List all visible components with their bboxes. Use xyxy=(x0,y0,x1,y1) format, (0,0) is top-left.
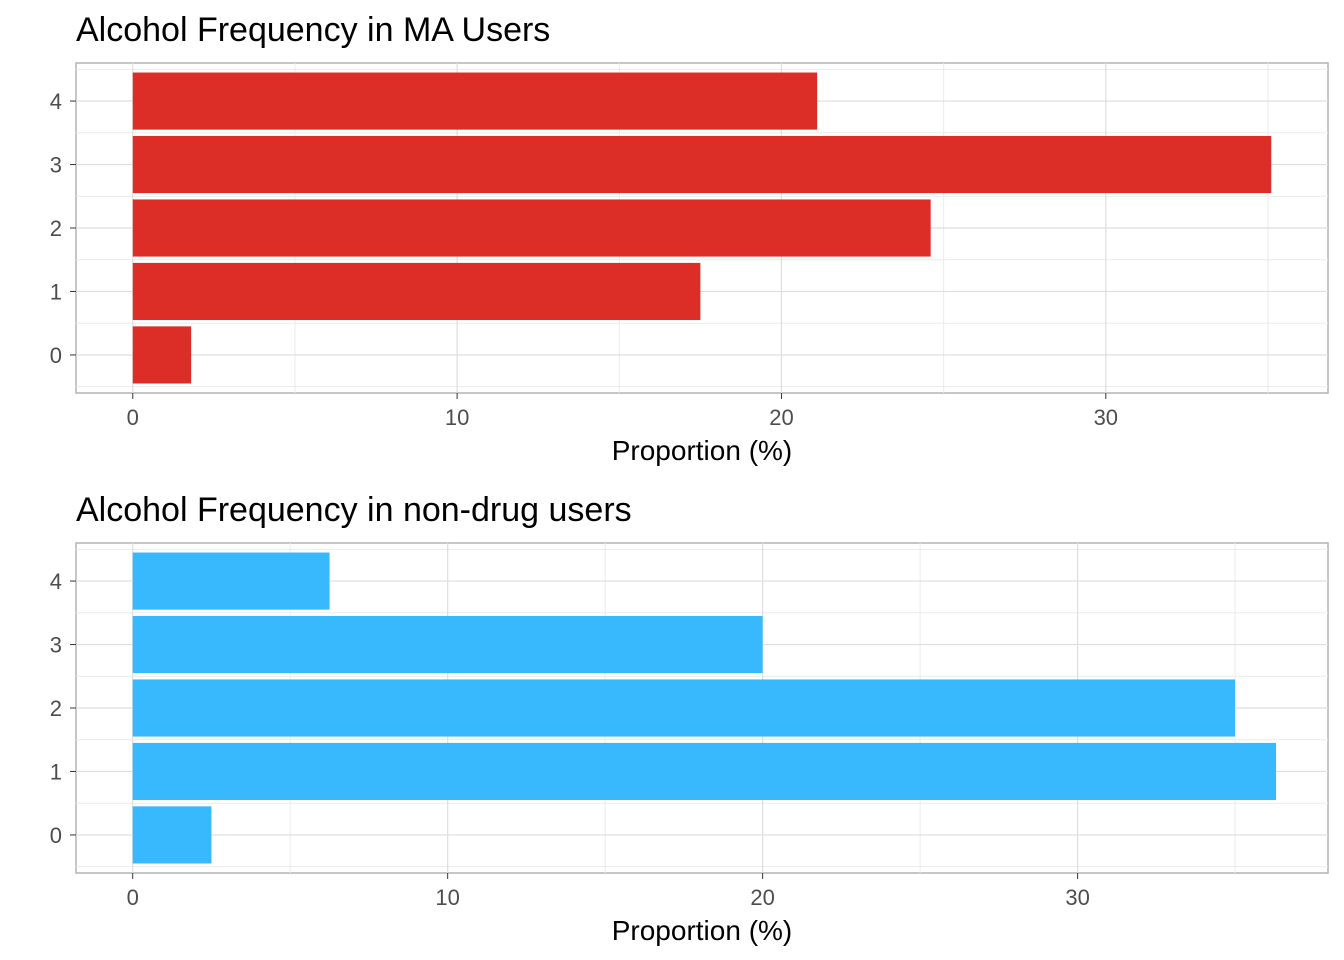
bar-1 xyxy=(132,262,701,321)
bar-0 xyxy=(132,806,212,864)
y-tick-label: 4 xyxy=(50,569,62,594)
x-tick-label: 20 xyxy=(769,405,793,430)
y-tick-label: 1 xyxy=(50,279,62,304)
y-tick-label: 2 xyxy=(50,696,62,721)
chart-non-drug-users: Alcohol Frequency in non-drug users 0 1 2 3… xyxy=(50,491,1329,946)
x-tick-label: 30 xyxy=(1094,405,1118,430)
bar-2 xyxy=(132,679,1236,737)
chart-title: Alcohol Frequency in non-drug users xyxy=(76,491,632,529)
bar-3 xyxy=(132,615,763,674)
bar-4 xyxy=(132,552,330,610)
bar-4 xyxy=(132,72,818,130)
x-tick-label: 0 xyxy=(127,405,139,430)
x-tick-label: 10 xyxy=(435,885,459,910)
bar-0 xyxy=(132,326,192,384)
bar-2 xyxy=(132,199,931,257)
x-tick-label: 30 xyxy=(1065,885,1089,910)
x-tick-label: 0 xyxy=(127,885,139,910)
y-tick-label: 3 xyxy=(50,633,62,658)
x-axis-title: Proportion (%) xyxy=(612,435,793,466)
bar-1 xyxy=(132,742,1277,801)
x-tick-label: 20 xyxy=(750,885,774,910)
chart-ma-users: Alcohol Frequency in MA Users 0 1 2 3 4 0 10 20… xyxy=(50,11,1329,466)
y-tick-label: 0 xyxy=(50,823,62,848)
y-tick-label: 4 xyxy=(50,89,62,114)
chart-title: Alcohol Frequency in MA Users xyxy=(76,11,550,49)
x-tick-label: 10 xyxy=(445,405,469,430)
x-axis-title: Proportion (%) xyxy=(612,915,793,946)
bar-3 xyxy=(132,135,1272,194)
y-tick-label: 1 xyxy=(50,759,62,784)
y-tick-label: 2 xyxy=(50,216,62,241)
y-tick-label: 3 xyxy=(50,153,62,178)
y-tick-label: 0 xyxy=(50,343,62,368)
